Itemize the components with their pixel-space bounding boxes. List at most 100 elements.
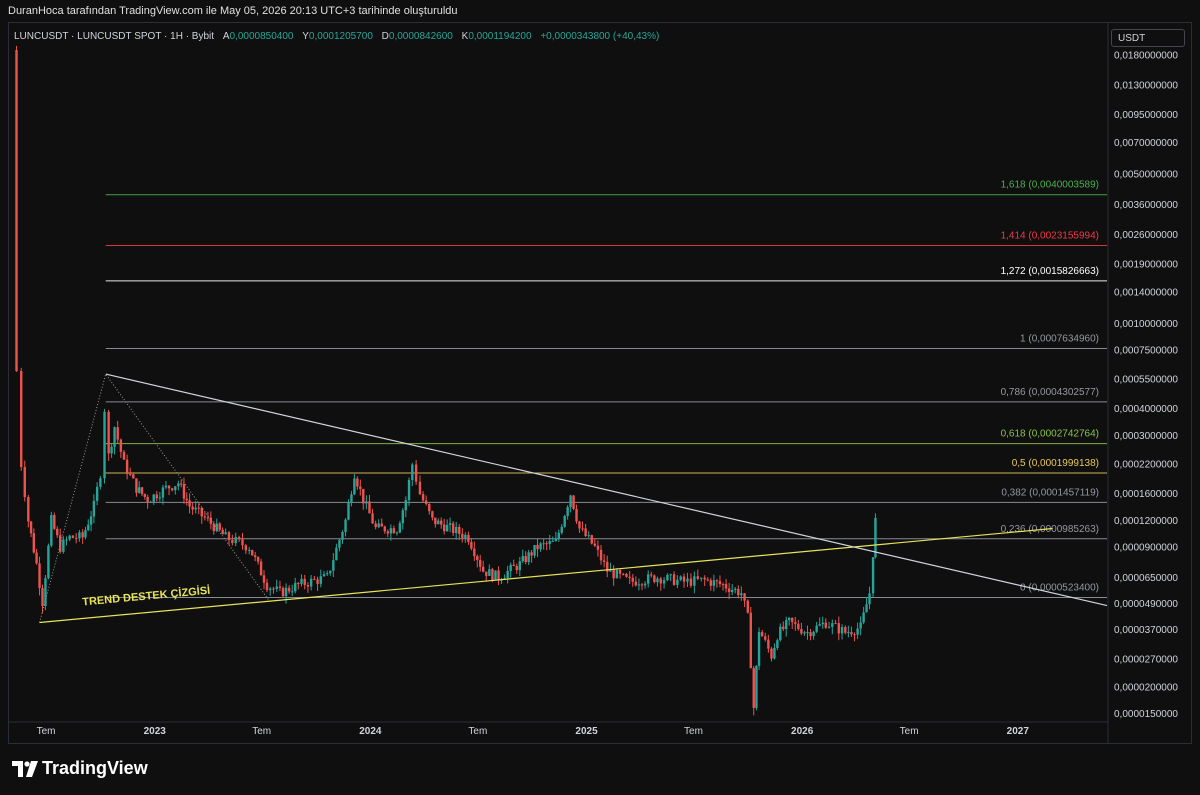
symbol-legend: LUNCUSDT · LUNCUSDT SPOT · 1H · Bybit A0… [14, 31, 659, 42]
candle-body [566, 507, 569, 516]
candle-body [509, 564, 512, 571]
candle-body [347, 502, 350, 520]
candle-body [197, 507, 200, 509]
candle-body [440, 520, 443, 525]
candle-body [152, 494, 155, 502]
candle-body [278, 586, 282, 588]
candle-body [709, 580, 713, 586]
candle-body [545, 543, 548, 545]
candle-body [859, 622, 862, 629]
candle-body [437, 520, 440, 525]
candle-body [407, 480, 411, 501]
candle-body [776, 640, 779, 648]
candle-body [386, 531, 390, 534]
candle-body [770, 648, 773, 659]
candle-body [177, 483, 180, 487]
candle-body [599, 549, 603, 561]
candle-body [656, 578, 659, 583]
candle-body [380, 523, 383, 527]
candle-body [234, 537, 237, 544]
candle-body [445, 524, 449, 532]
candle-body [309, 578, 313, 587]
candle-body [458, 526, 461, 534]
candle-body [135, 478, 138, 493]
price-unit-selector[interactable]: USDT [1111, 29, 1185, 47]
candle-body [650, 574, 653, 576]
candle-body [218, 523, 221, 530]
candle-body [874, 517, 877, 558]
candle-body [362, 488, 365, 504]
tradingview-logo[interactable]: TradingView [12, 758, 148, 779]
candle-body [119, 439, 123, 452]
candle-body [743, 593, 746, 601]
candle-body [259, 561, 263, 576]
candle-body [850, 632, 853, 635]
y-tick-label: 0,0014000000 [1114, 288, 1178, 299]
y-tick-label: 0,0070000000 [1114, 138, 1178, 149]
candle-body [322, 574, 326, 577]
trend-support-line [39, 527, 1053, 624]
candle-body [359, 486, 362, 489]
candle-body [837, 623, 841, 634]
candle-body [398, 523, 402, 533]
candle-body [74, 537, 78, 539]
y-tick-label: 0,0000900000 [1114, 543, 1178, 554]
candle-body [365, 501, 368, 504]
high-value: 0,0001205700 [308, 31, 373, 42]
candle-body [584, 528, 587, 536]
candle-body [81, 532, 84, 538]
candle-body [41, 587, 44, 606]
candle-body [377, 523, 380, 528]
candle-body [442, 524, 446, 532]
candle-body [253, 555, 257, 558]
candle-body [862, 612, 865, 623]
y-tick-label: 0,0036000000 [1114, 200, 1178, 211]
price-chart[interactable]: 0,0180000000 0,0130000000 0,0095000000 0,00… [0, 0, 1200, 744]
fib-level-label: 0,382 (0,0001457119) [1001, 487, 1099, 498]
candle-body [332, 560, 335, 571]
candle-body [618, 569, 622, 574]
candle-body [20, 371, 23, 467]
candle-body [575, 508, 578, 522]
candle-body [383, 526, 386, 532]
candle-body [272, 588, 275, 590]
candle-body [89, 516, 93, 525]
candle-body [221, 529, 224, 535]
candle-body [672, 574, 676, 585]
candle-body [746, 600, 750, 613]
candle-body [179, 483, 183, 485]
trend-annotation-label: TREND DESTEK ÇİZGİSİ [82, 584, 211, 609]
candle-body [56, 528, 59, 536]
candle-body [831, 623, 834, 627]
candle-body [637, 584, 641, 586]
footer [0, 744, 1200, 795]
candle-body [791, 617, 794, 623]
candle-body [92, 500, 96, 517]
candle-body [622, 573, 625, 575]
candle-body [551, 540, 554, 542]
candle-body [338, 539, 341, 548]
candle-body [294, 582, 297, 592]
candle-body [602, 560, 606, 562]
candle-body [389, 528, 393, 534]
y-tick-label: 0,0095000000 [1114, 110, 1178, 121]
candle-body [164, 485, 168, 488]
candle-body [251, 549, 254, 556]
candle-body [821, 622, 824, 625]
candle-body [797, 623, 800, 630]
candle-body [103, 411, 106, 479]
candle-body [185, 498, 188, 501]
candle-body [800, 629, 803, 634]
candle-body [316, 579, 319, 584]
candle-body [392, 528, 396, 534]
candle-body [847, 632, 850, 634]
candle-body [411, 464, 414, 481]
candle-body [464, 534, 467, 539]
candle-body [533, 544, 536, 556]
candle-body [231, 540, 234, 544]
candle-body [834, 623, 837, 625]
candle-body [287, 587, 291, 592]
candle-body [856, 628, 859, 635]
candle-body [116, 427, 119, 440]
candle-body [696, 576, 700, 579]
